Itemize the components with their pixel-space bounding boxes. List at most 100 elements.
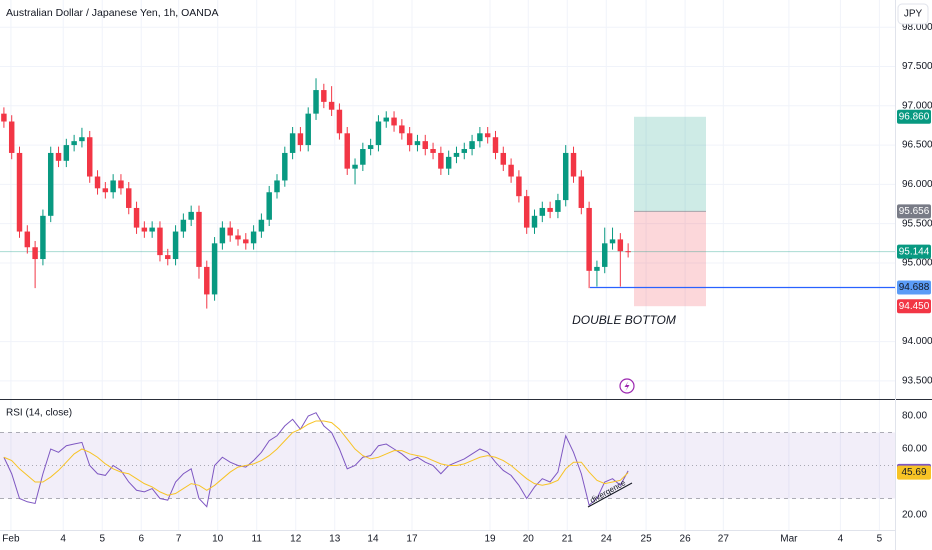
x-tick-label: 10 xyxy=(212,534,224,545)
candle-body xyxy=(165,255,171,260)
candle-body xyxy=(289,133,296,153)
y-tick-label: 93.500 xyxy=(902,376,932,387)
stop-zone xyxy=(634,211,706,307)
x-tick-label: 7 xyxy=(176,534,182,545)
candle-body xyxy=(32,247,38,260)
candle-body xyxy=(430,149,436,153)
x-tick-label: 12 xyxy=(290,534,302,545)
x-tick-label: 17 xyxy=(406,534,418,545)
candle-body xyxy=(258,219,265,232)
candle-body xyxy=(508,164,514,177)
candle-body xyxy=(594,266,600,271)
x-tick-label: 26 xyxy=(680,534,692,545)
x-tick-label: 5 xyxy=(877,534,883,545)
x-tick-label: 14 xyxy=(367,534,379,545)
candle-body xyxy=(243,239,249,244)
candle-body xyxy=(461,149,468,153)
candle-body xyxy=(321,90,327,102)
candle-body xyxy=(539,207,546,216)
candle-body xyxy=(555,200,561,212)
x-tick-label: 27 xyxy=(718,534,730,545)
candle-body xyxy=(204,266,210,295)
candle-body xyxy=(609,239,616,244)
candle-body xyxy=(328,101,335,110)
candle-body xyxy=(157,227,163,256)
price-badge-label: 95.656 xyxy=(899,206,930,217)
candle-body xyxy=(438,152,444,169)
target-zone xyxy=(634,116,706,212)
candle-body xyxy=(570,152,577,177)
candle-body xyxy=(102,188,109,193)
price-badge-label: 45.69 xyxy=(901,467,926,478)
chart-title: Australian Dollar / Japanese Yen, 1h, OA… xyxy=(6,7,218,19)
y-tick-label: 95.000 xyxy=(902,258,932,269)
grid xyxy=(0,0,895,530)
candle-body xyxy=(391,117,397,126)
candle-body xyxy=(547,207,553,212)
candle-body xyxy=(266,192,272,220)
price-badge xyxy=(897,244,931,259)
x-tick-label: 21 xyxy=(562,534,574,545)
candle-body xyxy=(586,207,592,271)
candle-body xyxy=(492,137,499,153)
currency-button[interactable] xyxy=(897,3,929,25)
overlay xyxy=(0,116,895,307)
candle-body xyxy=(126,188,132,208)
price-badge-label: 95.144 xyxy=(899,246,930,257)
candle-body xyxy=(445,156,452,169)
event-icon[interactable] xyxy=(619,378,635,394)
x-tick-label: 5 xyxy=(99,534,105,545)
candle-body xyxy=(625,251,631,253)
axes: 98.000 97.500 97.000 96.500 96.000 95.500 95.0… xyxy=(2,22,932,545)
candle-body xyxy=(477,133,483,142)
candle-body xyxy=(360,149,366,165)
annotation: DOUBLE BOTTOM xyxy=(572,313,676,327)
candle-body xyxy=(149,227,155,232)
candle-body xyxy=(453,152,460,157)
candle-body xyxy=(133,207,140,228)
candle-body xyxy=(16,152,23,232)
candle-body xyxy=(55,152,62,161)
candle-body xyxy=(297,133,304,146)
candle-body xyxy=(500,152,507,165)
price-badge xyxy=(897,204,931,219)
candle-body xyxy=(196,211,202,267)
candle-body xyxy=(24,231,31,248)
currency-label[interactable]: JPY xyxy=(904,9,923,20)
y-tick-label: 95.500 xyxy=(902,218,932,229)
y-tick-label: 94.000 xyxy=(902,336,932,347)
candle-body xyxy=(71,141,77,146)
candle-body xyxy=(516,176,522,197)
candle-body xyxy=(414,141,421,146)
candle-body xyxy=(523,196,530,228)
candle-body xyxy=(469,141,475,150)
candle-body xyxy=(399,125,405,134)
rsi-title: RSI (14, close) xyxy=(6,408,72,419)
candle-body xyxy=(8,121,15,153)
candle-body xyxy=(282,152,288,181)
candle-body xyxy=(313,90,319,114)
candle-body xyxy=(47,152,54,216)
candle-body xyxy=(274,180,280,193)
x-tick-label: 19 xyxy=(484,534,496,545)
candle-body xyxy=(219,227,226,244)
candle-body xyxy=(531,215,538,228)
candle-body xyxy=(180,219,187,232)
x-tick-label: 6 xyxy=(138,534,144,545)
price-badge-label: 94.450 xyxy=(899,301,930,312)
candle-body xyxy=(484,133,491,138)
candle-body xyxy=(305,113,311,146)
candle-body xyxy=(211,243,218,295)
candle-body xyxy=(578,176,585,208)
x-tick-label: 4 xyxy=(838,534,844,545)
x-tick-label: 13 xyxy=(329,534,341,545)
candle-body xyxy=(79,137,85,142)
candle-body xyxy=(336,109,343,134)
y-tick-label: 98.000 xyxy=(902,22,932,33)
candle-body xyxy=(141,227,148,232)
candle-body xyxy=(227,227,233,236)
candle-body xyxy=(375,121,382,146)
x-tick-label: Feb xyxy=(2,534,20,545)
price-badge xyxy=(897,465,931,480)
x-tick-label: 20 xyxy=(523,534,535,545)
